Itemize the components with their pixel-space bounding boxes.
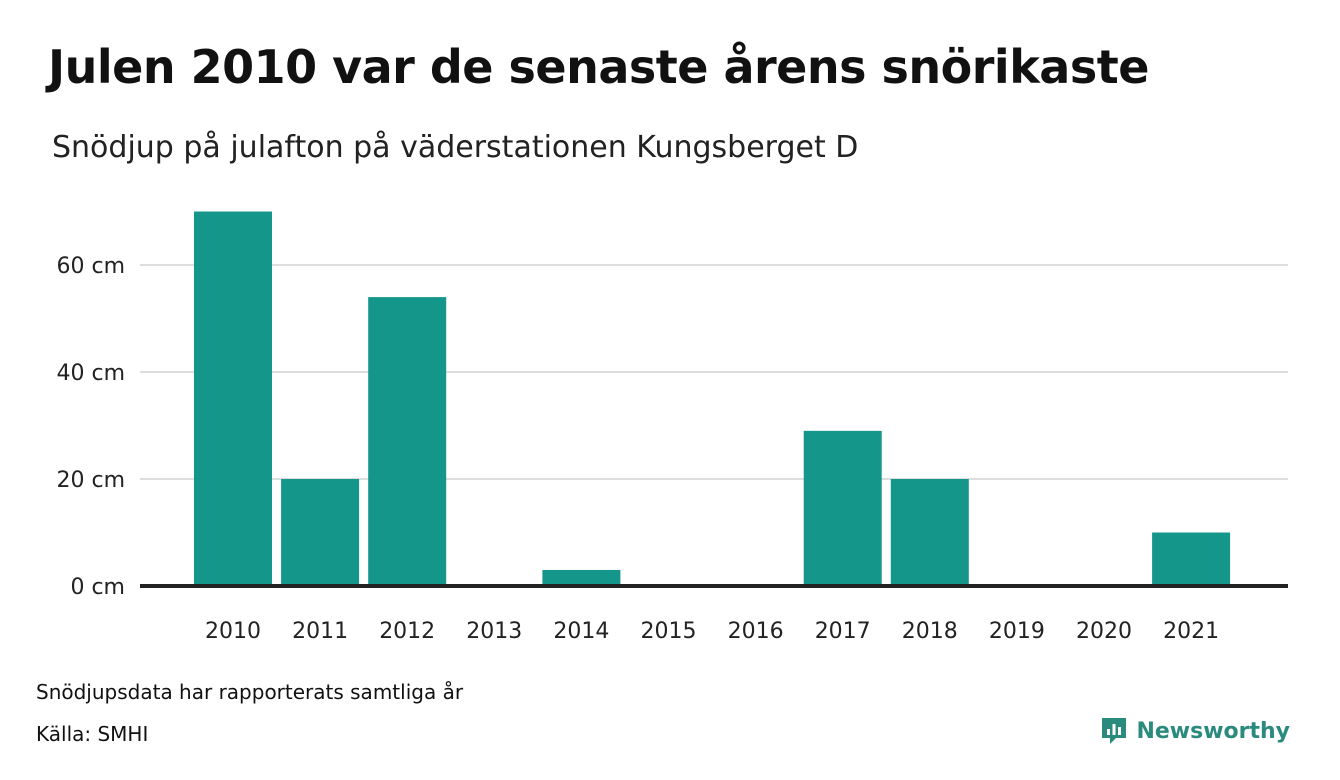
bar-2011 (281, 479, 359, 586)
y-tick-label-0: 0 cm (70, 575, 125, 600)
x-tick-label-2016: 2016 (728, 619, 784, 644)
x-tick-label-2018: 2018 (902, 619, 958, 644)
footnote: Snödjupsdata har rapporterats samtliga å… (36, 680, 463, 704)
bars (194, 212, 1230, 587)
brand-name: Newsworthy (1136, 719, 1290, 744)
bar-2017 (804, 431, 882, 586)
x-tick-label-2014: 2014 (553, 619, 609, 644)
x-tick-label-2017: 2017 (815, 619, 871, 644)
x-tick-label-2015: 2015 (641, 619, 697, 644)
x-tick-label-2012: 2012 (379, 619, 435, 644)
x-tick-label-2010: 2010 (205, 619, 261, 644)
x-tick-label-2013: 2013 (466, 619, 522, 644)
bar-2012 (368, 297, 446, 586)
source-note: Källa: SMHI (36, 722, 148, 746)
bar-2014 (542, 570, 620, 586)
chart-subtitle: Snödjup på julafton på väderstationen Ku… (52, 130, 858, 165)
chart-title: Julen 2010 var de senaste årens snörikas… (48, 40, 1149, 94)
x-tick-label-2020: 2020 (1076, 619, 1132, 644)
brand-logo: Newsworthy (1100, 716, 1290, 746)
bar-2010 (194, 212, 272, 587)
bar-2018 (891, 479, 969, 586)
x-tick-label-2019: 2019 (989, 619, 1045, 644)
x-axis-ticks: 2010 2011 2012 2013 2014 2015 2016 2017 2018 2019… (205, 619, 1219, 644)
y-axis-ticks: 0 cm 20 cm 40 cm 60 cm (56, 254, 125, 600)
bar-2021 (1152, 533, 1230, 587)
y-tick-label-60: 60 cm (56, 254, 125, 279)
x-tick-label-2011: 2011 (292, 619, 348, 644)
x-tick-label-2021: 2021 (1163, 619, 1219, 644)
newsworthy-logo-icon (1100, 716, 1128, 746)
y-tick-label-20: 20 cm (56, 468, 125, 493)
gridlines (140, 265, 1288, 479)
bar-chart: 0 cm 20 cm 40 cm 60 cm 2010 2011 2012 2013 2014… (0, 180, 1340, 660)
y-tick-label-40: 40 cm (56, 361, 125, 386)
